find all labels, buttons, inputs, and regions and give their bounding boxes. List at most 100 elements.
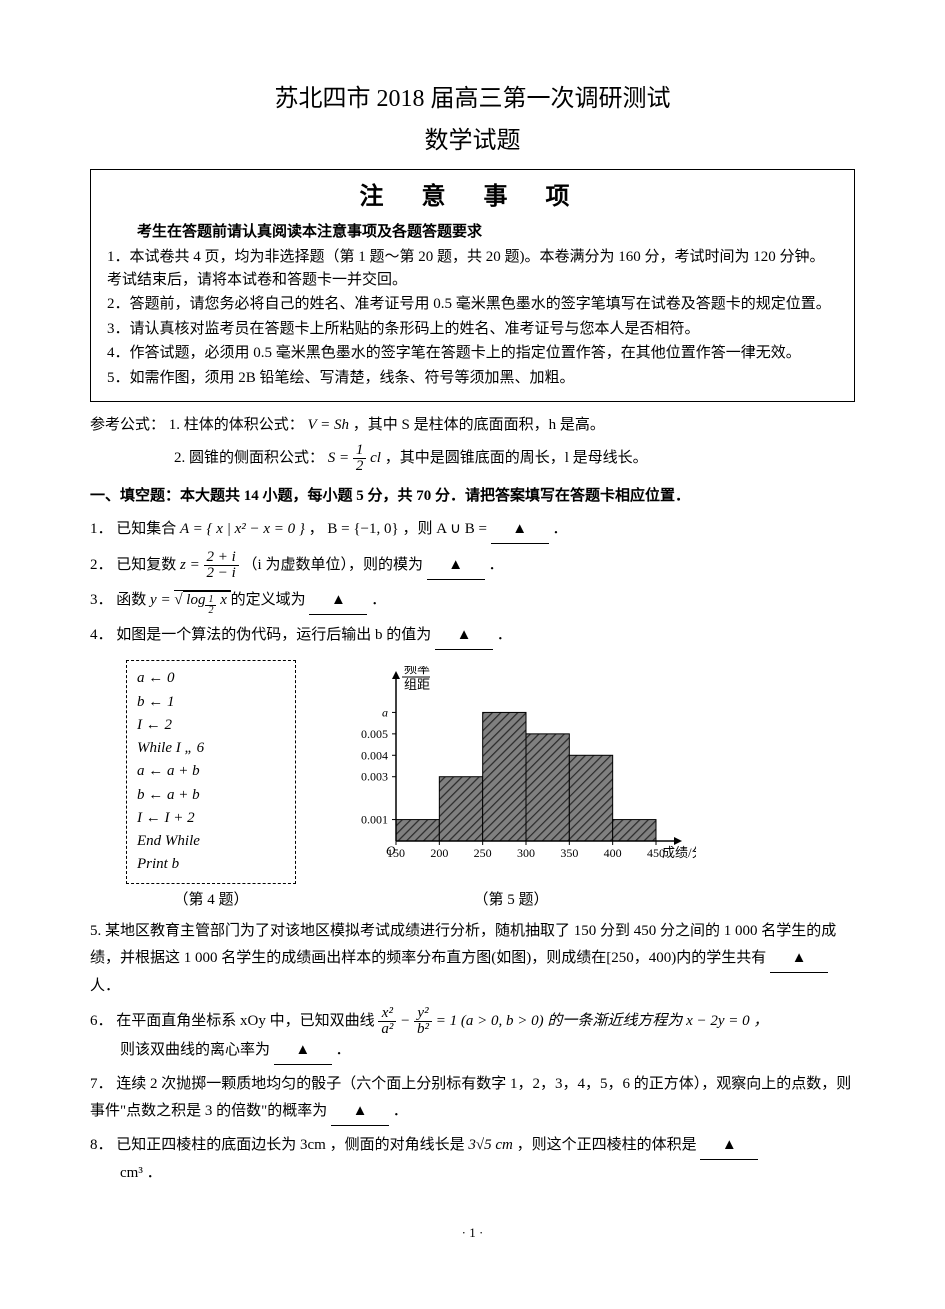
answer-blank: ▲ (309, 587, 367, 615)
formula-expr: V = Sh (308, 417, 350, 433)
formula-intro: 参考公式： (90, 417, 165, 433)
question-text: （i 为虚数单位），则的模为 (243, 557, 423, 573)
log-label: log (186, 592, 205, 608)
question-text: 已知正四棱柱的底面边长为 3cm ，侧面的对角线长是 (116, 1137, 468, 1153)
fraction-den: 2 − i (204, 566, 239, 581)
question-8: 8． 已知正四棱柱的底面边长为 3cm ，侧面的对角线长是 3√5 cm ，则这… (90, 1132, 855, 1187)
question-text: ， B = {−1, 0} ，则 A ∪ B = (309, 521, 487, 537)
figures-row: a ← 0 b ← 1 I ← 2 While I „ 6 a ← a + b … (126, 660, 855, 911)
page-title-sub: 数学试题 (90, 122, 855, 160)
pseudocode-line: b ← a + b (137, 784, 285, 807)
question-text: 已知复数 (116, 557, 180, 573)
page-title-main: 苏北四市 2018 届高三第一次调研测试 (90, 80, 855, 118)
question-text: 在平面直角坐标系 xOy 中，已知双曲线 (116, 1012, 378, 1028)
fraction-den: 2 (205, 606, 216, 616)
svg-text:250: 250 (474, 846, 492, 860)
pseudocode-line: I ← 2 (137, 714, 285, 737)
log-arg: x (216, 592, 226, 608)
math-expr: A = { x | x² − x = 0 } (180, 521, 305, 537)
pseudocode-line: End While (137, 830, 285, 853)
notice-item-text: 请认真核对监考员在答题卡上所粘贴的条形码上的姓名、准考证号与您本人是否相符。 (130, 321, 700, 337)
question-num: 7． (90, 1076, 113, 1092)
answer-blank: ▲ (700, 1132, 758, 1160)
question-num: 6． (90, 1012, 113, 1028)
question-1: 1． 已知集合 A = { x | x² − x = 0 } ， B = {−1… (90, 516, 855, 544)
notice-item-1: 1．本试卷共 4 页，均为非选择题（第 1 题～第 20 题，共 20 题)。本… (107, 246, 838, 291)
notice-item-2: 2．答题前，请您务必将自己的姓名、准考证号用 0.5 毫米黑色墨水的签字笔填写在… (107, 293, 838, 316)
math-expr: 3√5 cm (468, 1137, 512, 1153)
question-num: 8． (90, 1137, 113, 1153)
formula-desc: ，其中是圆锥底面的周长，l 是母线长。 (385, 450, 648, 466)
fraction: y² b² (414, 1006, 432, 1037)
pseudocode-line: Print b (137, 853, 285, 876)
svg-text:0.004: 0.004 (361, 748, 388, 762)
pseudocode-line: a ← 0 (137, 667, 285, 690)
svg-text:a: a (382, 705, 388, 719)
fraction-den: a² (378, 1022, 396, 1037)
question-text: 如图是一个算法的伪代码，运行后输出 b 的值为 (116, 627, 431, 643)
fraction-den: b² (414, 1022, 432, 1037)
svg-text:350: 350 (560, 846, 578, 860)
section-heading: 一、填空题：本大题共 14 小题，每小题 5 分，共 70 分．请把答案填写在答… (90, 484, 855, 508)
question-text: 连续 2 次抛掷一颗质地均匀的骰子（六个面上分别标有数字 1，2，3，4，5，6… (90, 1076, 851, 1119)
notice-item-4: 4．作答试题，必须用 0.5 毫米黑色墨水的签字笔在答题卡上的指定位置作答，在其… (107, 342, 838, 365)
sqrt-expr: √ log12 x (174, 590, 230, 608)
math-expr: − (400, 1012, 414, 1028)
formula-line-2: 2. 圆锥的侧面积公式： S = 1 2 cl ，其中是圆锥底面的周长，l 是母… (90, 443, 855, 474)
pseudocode-line: While I „ 6 (137, 737, 285, 760)
svg-text:0.005: 0.005 (361, 726, 388, 740)
fraction-num: x² (378, 1006, 396, 1022)
figure-caption: （第 4 题） (126, 888, 296, 912)
question-unit: cm³ ． (90, 1165, 162, 1181)
fraction: 12 (205, 595, 216, 616)
formula-label: 2. 圆锥的侧面积公式： (174, 450, 324, 466)
fraction-num: y² (414, 1006, 432, 1022)
svg-text:频率: 频率 (404, 666, 430, 676)
question-7: 7． 连续 2 次抛掷一颗质地均匀的骰子（六个面上分别标有数字 1，2，3，4，… (90, 1071, 855, 1126)
question-text: 某地区教育主管部门为了对该地区模拟考试成绩进行分析，随机抽取了 150 分到 4… (90, 923, 836, 966)
formula-expr: S = (328, 450, 353, 466)
svg-text:400: 400 (604, 846, 622, 860)
question-text: 已知集合 (116, 521, 180, 537)
svg-text:成绩/分: 成绩/分 (662, 845, 696, 860)
question-2: 2． 已知复数 z = 2 + i 2 − i （i 为虚数单位），则的模为 ▲… (90, 550, 855, 581)
histogram-svg: a0.0050.0040.0030.0011502002503003504004… (326, 666, 696, 876)
svg-text:0.003: 0.003 (361, 769, 388, 783)
pseudocode-figure: a ← 0 b ← 1 I ← 2 While I „ 6 a ← a + b … (126, 660, 296, 911)
notice-item-text: 如需作图，须用 2B 铅笔绘、写清楚，线条、符号等须加黑、加粗。 (130, 370, 575, 386)
notice-heading: 考生在答题前请认真阅读本注意事项及各题答题要求 (107, 220, 838, 244)
question-text: 则该双曲线的离心率为 (90, 1042, 270, 1058)
fraction: 1 2 (353, 443, 367, 474)
pseudocode-line: I ← I + 2 (137, 807, 285, 830)
notice-item-5: 5．如需作图，须用 2B 铅笔绘、写清楚，线条、符号等须加黑、加粗。 (107, 367, 838, 390)
notice-item-text: 答题前，请您务必将自己的姓名、准考证号用 0.5 毫米黑色墨水的签字笔填写在试卷… (130, 296, 831, 312)
svg-text:300: 300 (517, 846, 535, 860)
notice-item-num: 5． (107, 370, 130, 386)
question-num: 5. (90, 923, 101, 939)
answer-blank: ▲ (491, 516, 549, 544)
question-5: 5. 某地区教育主管部门为了对该地区模拟考试成绩进行分析，随机抽取了 150 分… (90, 918, 855, 1000)
pseudocode-box: a ← 0 b ← 1 I ← 2 While I „ 6 a ← a + b … (126, 660, 296, 883)
formula-line-1: 参考公式： 1. 柱体的体积公式： V = Sh ，其中 S 是柱体的底面面积，… (90, 412, 855, 439)
notice-item-num: 1． (107, 249, 130, 265)
question-num: 1． (90, 521, 113, 537)
fraction-num: 1 (353, 443, 367, 459)
pseudocode-line: b ← 1 (137, 691, 285, 714)
figure-caption: （第 5 题） (326, 888, 696, 912)
notice-box: 注 意 事 项 考生在答题前请认真阅读本注意事项及各题答题要求 1．本试卷共 4… (90, 169, 855, 402)
answer-blank: ▲ (435, 622, 493, 650)
question-num: 3． (90, 592, 113, 608)
notice-item-text: 作答试题，必须用 0.5 毫米黑色墨水的签字笔在答题卡上的指定位置作答，在其他位… (130, 345, 801, 361)
svg-text:O: O (386, 843, 396, 858)
question-num: 4． (90, 627, 113, 643)
page-number: · 1 · (90, 1223, 855, 1244)
question-text: 人． (90, 978, 120, 994)
answer-blank: ▲ (274, 1037, 332, 1065)
question-text: ，则这个正四棱柱的体积是 (517, 1137, 697, 1153)
notice-title: 注 意 事 项 (107, 178, 838, 216)
notice-item-text: 本试卷共 4 页，均为非选择题（第 1 题～第 20 题，共 20 题)。本卷满… (107, 249, 825, 288)
svg-text:组距: 组距 (404, 677, 430, 692)
question-num: 2． (90, 557, 113, 573)
answer-blank: ▲ (331, 1098, 389, 1126)
answer-blank: ▲ (770, 945, 828, 973)
